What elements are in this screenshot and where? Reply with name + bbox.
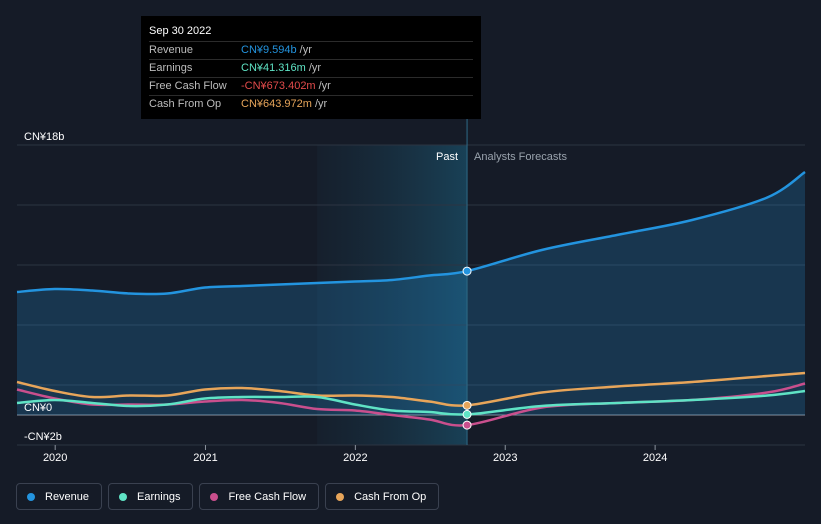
x-tick-label: 2023 — [493, 452, 517, 464]
past-label: Past — [436, 151, 458, 163]
tooltip-unit: /yr — [314, 98, 328, 110]
y-tick-label: CN¥0 — [24, 402, 52, 414]
legend: Revenue Earnings Free Cash Flow Cash Fro… — [16, 483, 440, 510]
cash-from-op-marker — [462, 400, 472, 410]
tooltip-row-cash-from-op: Cash From Op CN¥643.972m /yr — [149, 95, 473, 113]
legend-label: Cash From Op — [354, 490, 427, 503]
tooltip-row-free-cash-flow: Free Cash Flow -CN¥673.402m /yr — [149, 77, 473, 95]
tooltip-date: Sep 30 2022 — [149, 25, 212, 37]
x-tick-label: 2024 — [643, 452, 667, 464]
legend-label: Earnings — [137, 490, 181, 503]
cash-from-op-line — [16, 371, 806, 407]
free-cash-flow-marker — [462, 420, 472, 430]
tooltip-row-revenue: Revenue CN¥9.594b /yr — [149, 41, 473, 59]
legend-item-cash-from-op[interactable]: Cash From Op — [325, 483, 440, 510]
tooltip-row-earnings: Earnings CN¥41.316m /yr — [149, 59, 473, 77]
revenue-line — [16, 170, 806, 296]
legend-label: Revenue — [45, 490, 90, 503]
tooltip-label: Cash From Op — [149, 98, 222, 110]
tooltip: Sep 30 2022 Revenue CN¥9.594b /yr Earnin… — [141, 16, 481, 119]
legend-dot-icon — [27, 492, 35, 501]
y-tick-label: -CN¥2b — [24, 431, 62, 443]
tooltip-unit: /yr — [308, 62, 322, 74]
legend-dot-icon — [336, 492, 345, 501]
x-tick-label: 2020 — [43, 452, 67, 464]
tooltip-unit: /yr — [299, 44, 312, 56]
revenue-area — [17, 172, 805, 415]
y-tick-label: CN¥18b — [24, 131, 64, 143]
tooltip-unit: /yr — [318, 80, 331, 92]
legend-dot-icon — [119, 492, 128, 501]
tooltip-value: CN¥41.316m — [241, 62, 306, 74]
earnings-marker — [462, 409, 472, 419]
x-tick-label: 2021 — [193, 452, 217, 464]
forecast-label: Analysts Forecasts — [474, 151, 567, 163]
legend-label: Free Cash Flow — [228, 490, 307, 503]
legend-dot-icon — [210, 492, 219, 501]
earnings-line — [16, 389, 806, 416]
tooltip-value: -CN¥673.402m — [241, 80, 316, 92]
legend-item-earnings[interactable]: Earnings — [108, 483, 194, 510]
legend-item-free-cash-flow[interactable]: Free Cash Flow — [199, 483, 320, 510]
tooltip-value: CN¥643.972m — [241, 98, 312, 110]
tooltip-label: Free Cash Flow — [149, 80, 227, 92]
tooltip-value: CN¥9.594b — [241, 44, 297, 56]
tooltip-label: Earnings — [149, 62, 193, 74]
tooltip-label: Revenue — [149, 44, 194, 56]
revenue-marker — [462, 266, 472, 276]
x-tick-label: 2022 — [343, 452, 367, 464]
legend-item-revenue[interactable]: Revenue — [16, 483, 103, 510]
